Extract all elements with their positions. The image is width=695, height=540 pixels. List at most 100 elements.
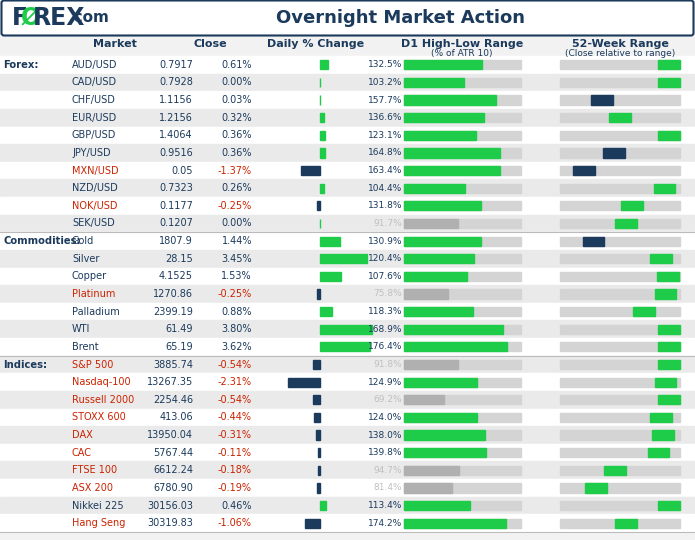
Bar — [404, 501, 471, 510]
Text: D1 High-Low Range: D1 High-Low Range — [401, 39, 523, 49]
Text: 136.6%: 136.6% — [368, 113, 402, 122]
Text: Indices:: Indices: — [3, 360, 47, 369]
Text: Gold: Gold — [72, 236, 95, 246]
Text: GBP/USD: GBP/USD — [72, 130, 116, 140]
Text: NZD/USD: NZD/USD — [72, 183, 117, 193]
Bar — [404, 166, 521, 175]
Text: 0.46%: 0.46% — [222, 501, 252, 510]
Bar — [404, 96, 521, 105]
Bar — [560, 201, 680, 211]
Bar — [404, 131, 521, 140]
Bar — [648, 448, 669, 457]
Text: 0.1207: 0.1207 — [159, 219, 193, 228]
Bar — [320, 307, 332, 316]
Bar — [658, 395, 680, 404]
Bar — [404, 518, 521, 528]
Bar — [318, 483, 320, 492]
Text: 5767.44: 5767.44 — [153, 448, 193, 458]
Bar — [560, 184, 680, 193]
Text: ASX 200: ASX 200 — [72, 483, 113, 493]
Text: .com: .com — [68, 10, 109, 25]
Bar — [404, 148, 500, 158]
Text: 3.45%: 3.45% — [222, 254, 252, 264]
Bar — [560, 219, 680, 228]
Text: WTI: WTI — [72, 324, 90, 334]
Text: -0.44%: -0.44% — [218, 413, 252, 422]
Text: 163.4%: 163.4% — [368, 166, 402, 175]
Bar — [560, 148, 680, 158]
Text: 0.7928: 0.7928 — [159, 77, 193, 87]
Text: 65.19: 65.19 — [165, 342, 193, 352]
Text: 1.1156: 1.1156 — [159, 95, 193, 105]
Text: -0.11%: -0.11% — [218, 448, 252, 458]
Bar — [633, 307, 655, 316]
Text: Hang Seng: Hang Seng — [72, 518, 125, 528]
Bar — [0, 126, 695, 144]
Text: 104.4%: 104.4% — [368, 184, 402, 193]
Bar — [404, 360, 521, 369]
Text: 0.7323: 0.7323 — [159, 183, 193, 193]
Bar — [0, 73, 695, 91]
Bar — [560, 60, 680, 70]
Bar — [653, 430, 674, 440]
Text: 139.8%: 139.8% — [368, 448, 402, 457]
Bar — [615, 219, 637, 228]
Text: 0.88%: 0.88% — [222, 307, 252, 316]
Bar — [404, 501, 521, 510]
Text: 91.8%: 91.8% — [373, 360, 402, 369]
Bar — [404, 307, 473, 316]
Text: 0.9516: 0.9516 — [159, 148, 193, 158]
Bar — [318, 448, 320, 457]
Bar — [560, 377, 680, 387]
Bar — [404, 131, 476, 140]
Bar — [404, 342, 507, 352]
Bar — [404, 113, 521, 122]
Bar — [655, 377, 676, 387]
Text: 4.1525: 4.1525 — [159, 272, 193, 281]
Text: 130.9%: 130.9% — [368, 237, 402, 246]
Bar — [404, 78, 464, 87]
Text: -0.25%: -0.25% — [218, 289, 252, 299]
Text: 2254.46: 2254.46 — [153, 395, 193, 405]
Text: 3.62%: 3.62% — [222, 342, 252, 352]
Bar — [658, 342, 680, 352]
Bar — [404, 483, 452, 492]
Text: EUR/USD: EUR/USD — [72, 113, 116, 123]
Bar — [0, 56, 695, 73]
Bar — [404, 219, 457, 228]
Bar — [0, 144, 695, 162]
Text: STOXX 600: STOXX 600 — [72, 413, 126, 422]
Bar — [404, 60, 521, 70]
Text: -0.18%: -0.18% — [218, 465, 252, 475]
Bar — [404, 413, 477, 422]
Bar — [610, 113, 631, 122]
Bar — [404, 342, 521, 352]
Text: 157.7%: 157.7% — [368, 96, 402, 105]
Bar — [655, 289, 676, 299]
Bar — [316, 430, 320, 440]
Bar — [404, 377, 477, 387]
Bar — [404, 201, 481, 211]
Bar — [560, 131, 680, 140]
Text: JPY/USD: JPY/USD — [72, 148, 111, 158]
Text: -0.19%: -0.19% — [218, 483, 252, 493]
Bar — [560, 166, 680, 175]
Bar — [560, 325, 680, 334]
Text: Russell 2000: Russell 2000 — [72, 395, 134, 405]
Text: (Close relative to range): (Close relative to range) — [565, 49, 675, 58]
Text: CAC: CAC — [72, 448, 92, 458]
Text: 124.0%: 124.0% — [368, 413, 402, 422]
Bar — [658, 325, 680, 334]
Bar — [318, 465, 320, 475]
Bar — [301, 166, 320, 175]
Text: 3.80%: 3.80% — [222, 324, 252, 334]
Bar — [615, 518, 637, 528]
Bar — [404, 360, 458, 369]
Text: 91.7%: 91.7% — [373, 219, 402, 228]
Text: Daily % Change: Daily % Change — [268, 39, 365, 49]
Text: 113.4%: 113.4% — [368, 501, 402, 510]
Bar — [404, 219, 521, 228]
Bar — [404, 289, 521, 299]
Bar — [560, 237, 680, 246]
Bar — [560, 272, 680, 281]
